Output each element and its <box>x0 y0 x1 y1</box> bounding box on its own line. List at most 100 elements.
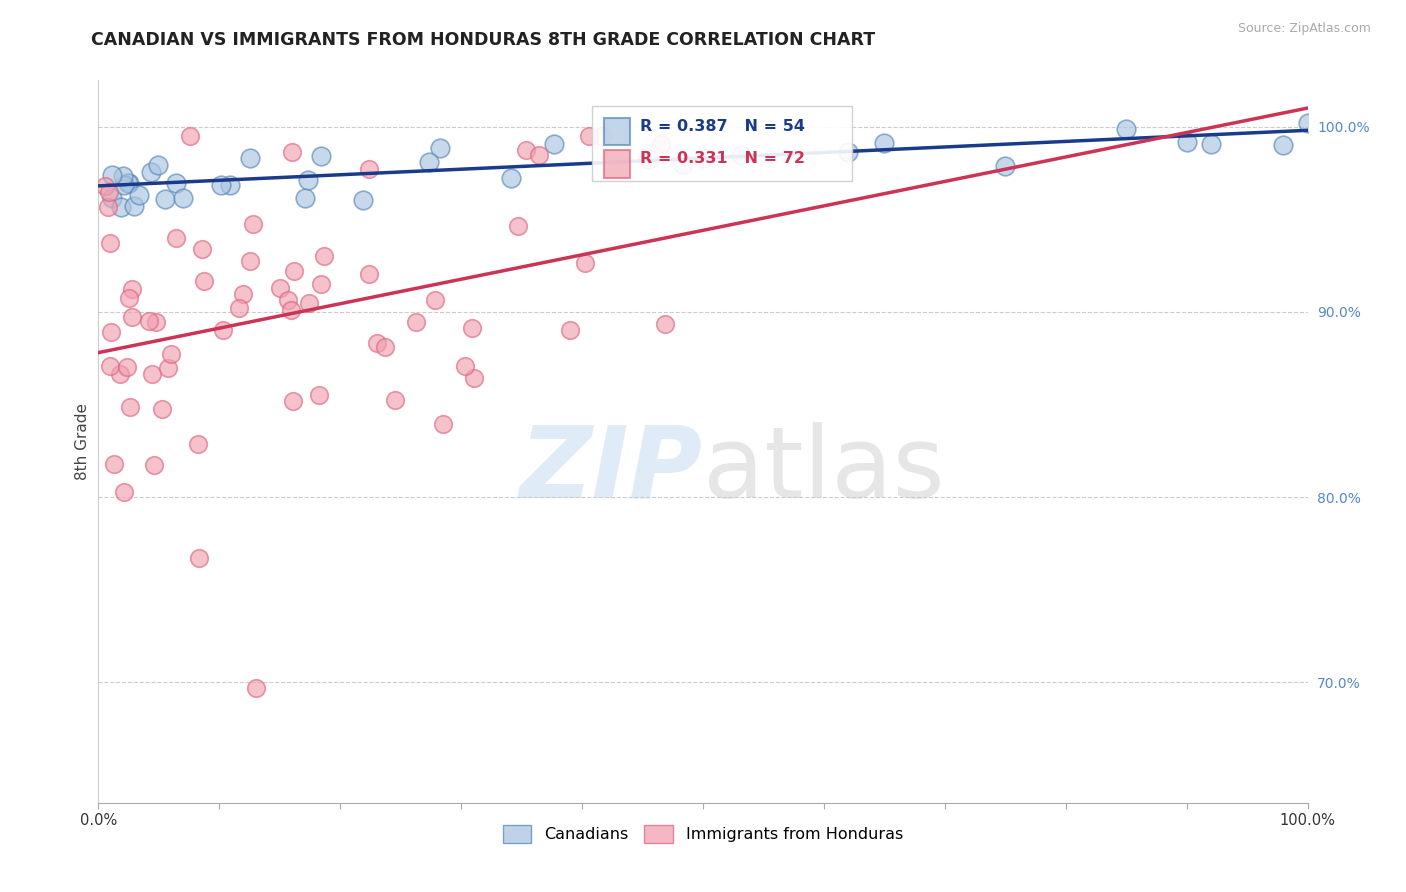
Point <box>297 296 319 310</box>
Point <box>117 176 139 190</box>
Point <box>143 458 166 472</box>
Point <box>193 275 215 289</box>
Point <box>692 151 714 165</box>
Point <box>277 293 299 308</box>
Point <box>150 401 173 416</box>
Point <box>1115 122 1137 136</box>
Point <box>994 159 1017 173</box>
Point <box>873 136 896 150</box>
Point <box>121 310 143 325</box>
Point <box>501 171 523 186</box>
Point <box>212 323 235 337</box>
Point <box>118 176 141 190</box>
Point <box>294 191 316 205</box>
Point <box>121 282 143 296</box>
Point <box>165 231 187 245</box>
Text: atlas: atlas <box>703 422 945 519</box>
Point <box>637 153 659 167</box>
Point <box>506 219 529 234</box>
Text: R = 0.331   N = 72: R = 0.331 N = 72 <box>640 151 806 166</box>
Point <box>138 314 160 328</box>
Point <box>188 551 211 566</box>
Point <box>146 158 169 172</box>
Point <box>1296 116 1319 130</box>
Point <box>359 267 381 281</box>
Point <box>245 681 267 695</box>
Point <box>654 318 676 332</box>
Point <box>423 293 446 308</box>
Text: Source: ZipAtlas.com: Source: ZipAtlas.com <box>1237 22 1371 36</box>
Point <box>98 235 121 250</box>
Point <box>837 145 859 159</box>
Point <box>219 178 242 192</box>
Text: CANADIAN VS IMMIGRANTS FROM HONDURAS 8TH GRADE CORRELATION CHART: CANADIAN VS IMMIGRANTS FROM HONDURAS 8TH… <box>91 31 876 49</box>
Point <box>560 322 582 336</box>
Point <box>111 169 134 183</box>
Point <box>515 143 537 157</box>
Point <box>187 437 209 451</box>
Point <box>405 315 427 329</box>
Point <box>94 179 117 194</box>
Text: ZIP: ZIP <box>520 422 703 519</box>
Bar <box>603 118 630 145</box>
Point <box>429 141 451 155</box>
Point <box>232 286 254 301</box>
Point <box>461 321 484 335</box>
Point <box>650 137 672 152</box>
Point <box>309 277 332 291</box>
Point <box>357 161 380 176</box>
Point <box>297 173 319 187</box>
Point <box>115 360 138 375</box>
Point <box>312 250 335 264</box>
Point <box>157 360 180 375</box>
Bar <box>603 151 630 178</box>
Point <box>418 155 440 169</box>
Point <box>110 200 132 214</box>
Point <box>153 193 176 207</box>
Point <box>309 149 332 163</box>
Point <box>454 359 477 373</box>
Point <box>120 401 142 415</box>
Point <box>118 291 141 305</box>
Point <box>432 417 454 432</box>
Text: R = 0.387   N = 54: R = 0.387 N = 54 <box>640 119 806 134</box>
Point <box>1199 136 1222 151</box>
Point <box>283 264 305 278</box>
Point <box>228 301 250 315</box>
Point <box>165 176 187 190</box>
Point <box>384 392 406 407</box>
Point <box>108 367 131 381</box>
Point <box>239 253 262 268</box>
Point <box>145 315 167 329</box>
Point <box>730 148 752 162</box>
Point <box>100 325 122 339</box>
Point <box>578 128 600 143</box>
Point <box>160 347 183 361</box>
Point <box>98 359 121 374</box>
Point <box>269 280 291 294</box>
Point <box>112 178 135 193</box>
Point <box>574 256 596 270</box>
Point <box>529 148 551 162</box>
Point <box>101 191 124 205</box>
Point <box>672 156 695 170</box>
Point <box>239 152 262 166</box>
Point <box>101 168 124 182</box>
Point <box>97 200 120 214</box>
Point <box>122 199 145 213</box>
Point <box>463 371 485 385</box>
Point <box>280 302 302 317</box>
Point <box>352 194 374 208</box>
Point <box>1272 138 1295 153</box>
Legend: Canadians, Immigrants from Honduras: Canadians, Immigrants from Honduras <box>496 819 910 849</box>
Point <box>179 128 201 143</box>
Point <box>591 128 613 143</box>
Point <box>374 340 396 354</box>
Point <box>139 165 162 179</box>
Point <box>242 217 264 231</box>
Point <box>308 387 330 401</box>
Point <box>366 336 388 351</box>
Point <box>209 178 232 192</box>
Point <box>543 137 565 152</box>
Point <box>98 186 121 200</box>
